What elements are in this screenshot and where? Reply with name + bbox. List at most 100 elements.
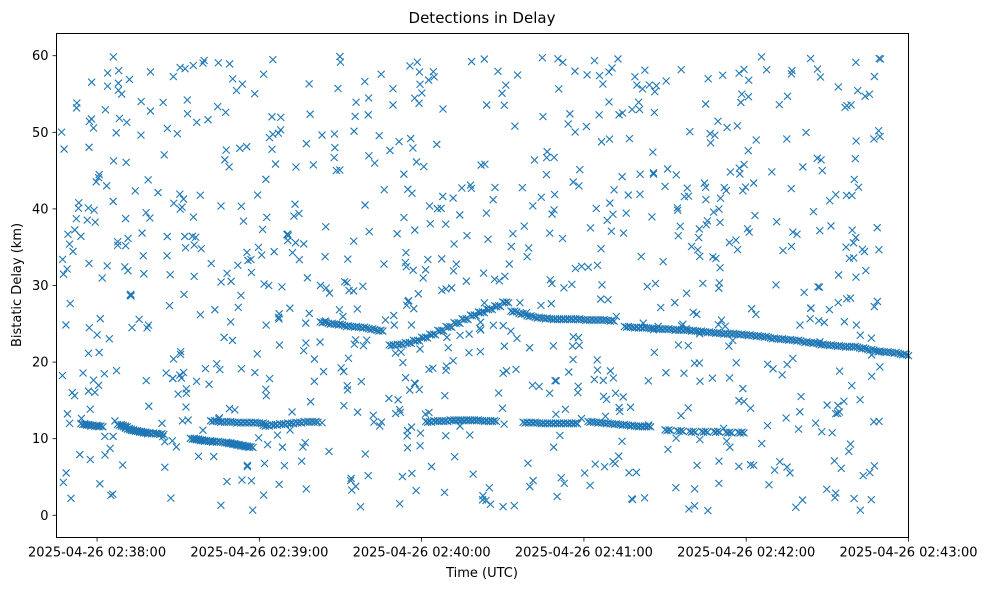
scatter-point (835, 367, 844, 375)
scatter-point (84, 349, 93, 358)
scatter-point (870, 302, 879, 311)
scatter-point (718, 71, 727, 80)
scatter-point (619, 229, 628, 238)
scatter-point (385, 394, 393, 403)
scatter-point (608, 64, 616, 72)
scatter-point (628, 105, 636, 114)
scatter-point (714, 117, 722, 126)
scatter-point (683, 184, 692, 193)
scatter-point (537, 193, 546, 202)
scatter-point (778, 370, 787, 379)
scatter-point (834, 271, 843, 279)
scatter-point (295, 209, 303, 218)
scatter-point (744, 92, 753, 101)
scatter-point (160, 151, 169, 159)
scatter-point (233, 261, 242, 270)
scatter-point (182, 403, 190, 411)
scatter-point (636, 190, 644, 199)
y-tick-label: 0 (40, 509, 48, 524)
scatter-point (710, 131, 719, 140)
scatter-point (673, 203, 682, 212)
scatter-point (62, 469, 71, 477)
scatter-point (406, 134, 415, 143)
scatter-point (196, 310, 205, 319)
scatter-point (223, 477, 231, 486)
scatter-point (301, 319, 310, 327)
scatter-point (180, 232, 189, 241)
scatter-point (262, 391, 271, 400)
scatter-point (661, 182, 669, 191)
scatter-point (682, 325, 691, 333)
scatter-point (275, 315, 283, 323)
scatter-point (427, 462, 436, 471)
x-axis: 2025-04-26 02:38:00 2025-04-26 02:39:00 20… (28, 537, 978, 561)
scatter-point (437, 286, 446, 295)
scatter-point (413, 58, 422, 66)
scatter-point (99, 422, 107, 431)
scatter-point (369, 411, 378, 420)
scatter-point (861, 266, 870, 275)
scatter-point (335, 52, 344, 61)
scatter-point (238, 476, 246, 484)
scatter-point (259, 70, 268, 79)
scatter-point (263, 440, 272, 449)
scatter-point (291, 238, 300, 247)
scatter-point (243, 461, 252, 470)
scatter-point (92, 177, 101, 186)
scatter-point (782, 135, 791, 143)
scatter-point (728, 336, 737, 345)
scatter-point (788, 354, 797, 363)
scatter-point (396, 408, 405, 417)
scatter-point (343, 278, 351, 287)
scatter-point (615, 403, 624, 412)
scatter-point (489, 195, 498, 204)
scatter-point (854, 183, 863, 192)
scatter-point (462, 277, 471, 286)
scatter-point (715, 457, 723, 465)
scatter-point (96, 314, 105, 323)
scatter-point (137, 97, 146, 106)
scatter-point (814, 316, 823, 325)
scatter-point (635, 105, 644, 114)
scatter-point (749, 179, 758, 187)
scatter-point (179, 195, 188, 203)
scatter-point (181, 243, 190, 252)
scatter-point (695, 435, 704, 444)
scatter-point (831, 190, 840, 199)
scatter-point (590, 375, 599, 384)
scatter-point (336, 320, 345, 329)
scatter-point (428, 364, 437, 373)
scatter-point (689, 427, 698, 436)
scatter-point (425, 202, 434, 210)
scatter-point (215, 365, 224, 374)
scatter-point (271, 160, 280, 168)
scatter-point (701, 195, 710, 204)
scatter-point (278, 282, 286, 291)
scatter-point (380, 260, 388, 268)
scatter-point (478, 308, 487, 316)
scatter-point (770, 466, 779, 475)
scatter-point (330, 130, 339, 138)
scatter-point (250, 89, 259, 98)
scatter-point (243, 462, 252, 471)
scatter-point (424, 76, 433, 84)
scatter-point (794, 425, 803, 434)
scatter-point (250, 368, 259, 377)
scatter-point (825, 305, 834, 314)
scatter-point (695, 329, 704, 338)
scatter-point (795, 407, 804, 416)
scatter-point (850, 175, 859, 184)
scatter-point (852, 137, 861, 145)
scatter-point (395, 137, 403, 146)
scatter-point (682, 289, 691, 298)
scatter-point (856, 331, 865, 340)
scatter-point (850, 494, 858, 503)
scatter-point (93, 331, 102, 339)
scatter-point (297, 457, 306, 466)
scatter-point (417, 89, 426, 97)
scatter-point (302, 339, 310, 347)
scatter-point (545, 389, 554, 398)
scatter-point (786, 469, 794, 477)
scatter-point (492, 417, 501, 426)
scatter-point (558, 234, 567, 243)
